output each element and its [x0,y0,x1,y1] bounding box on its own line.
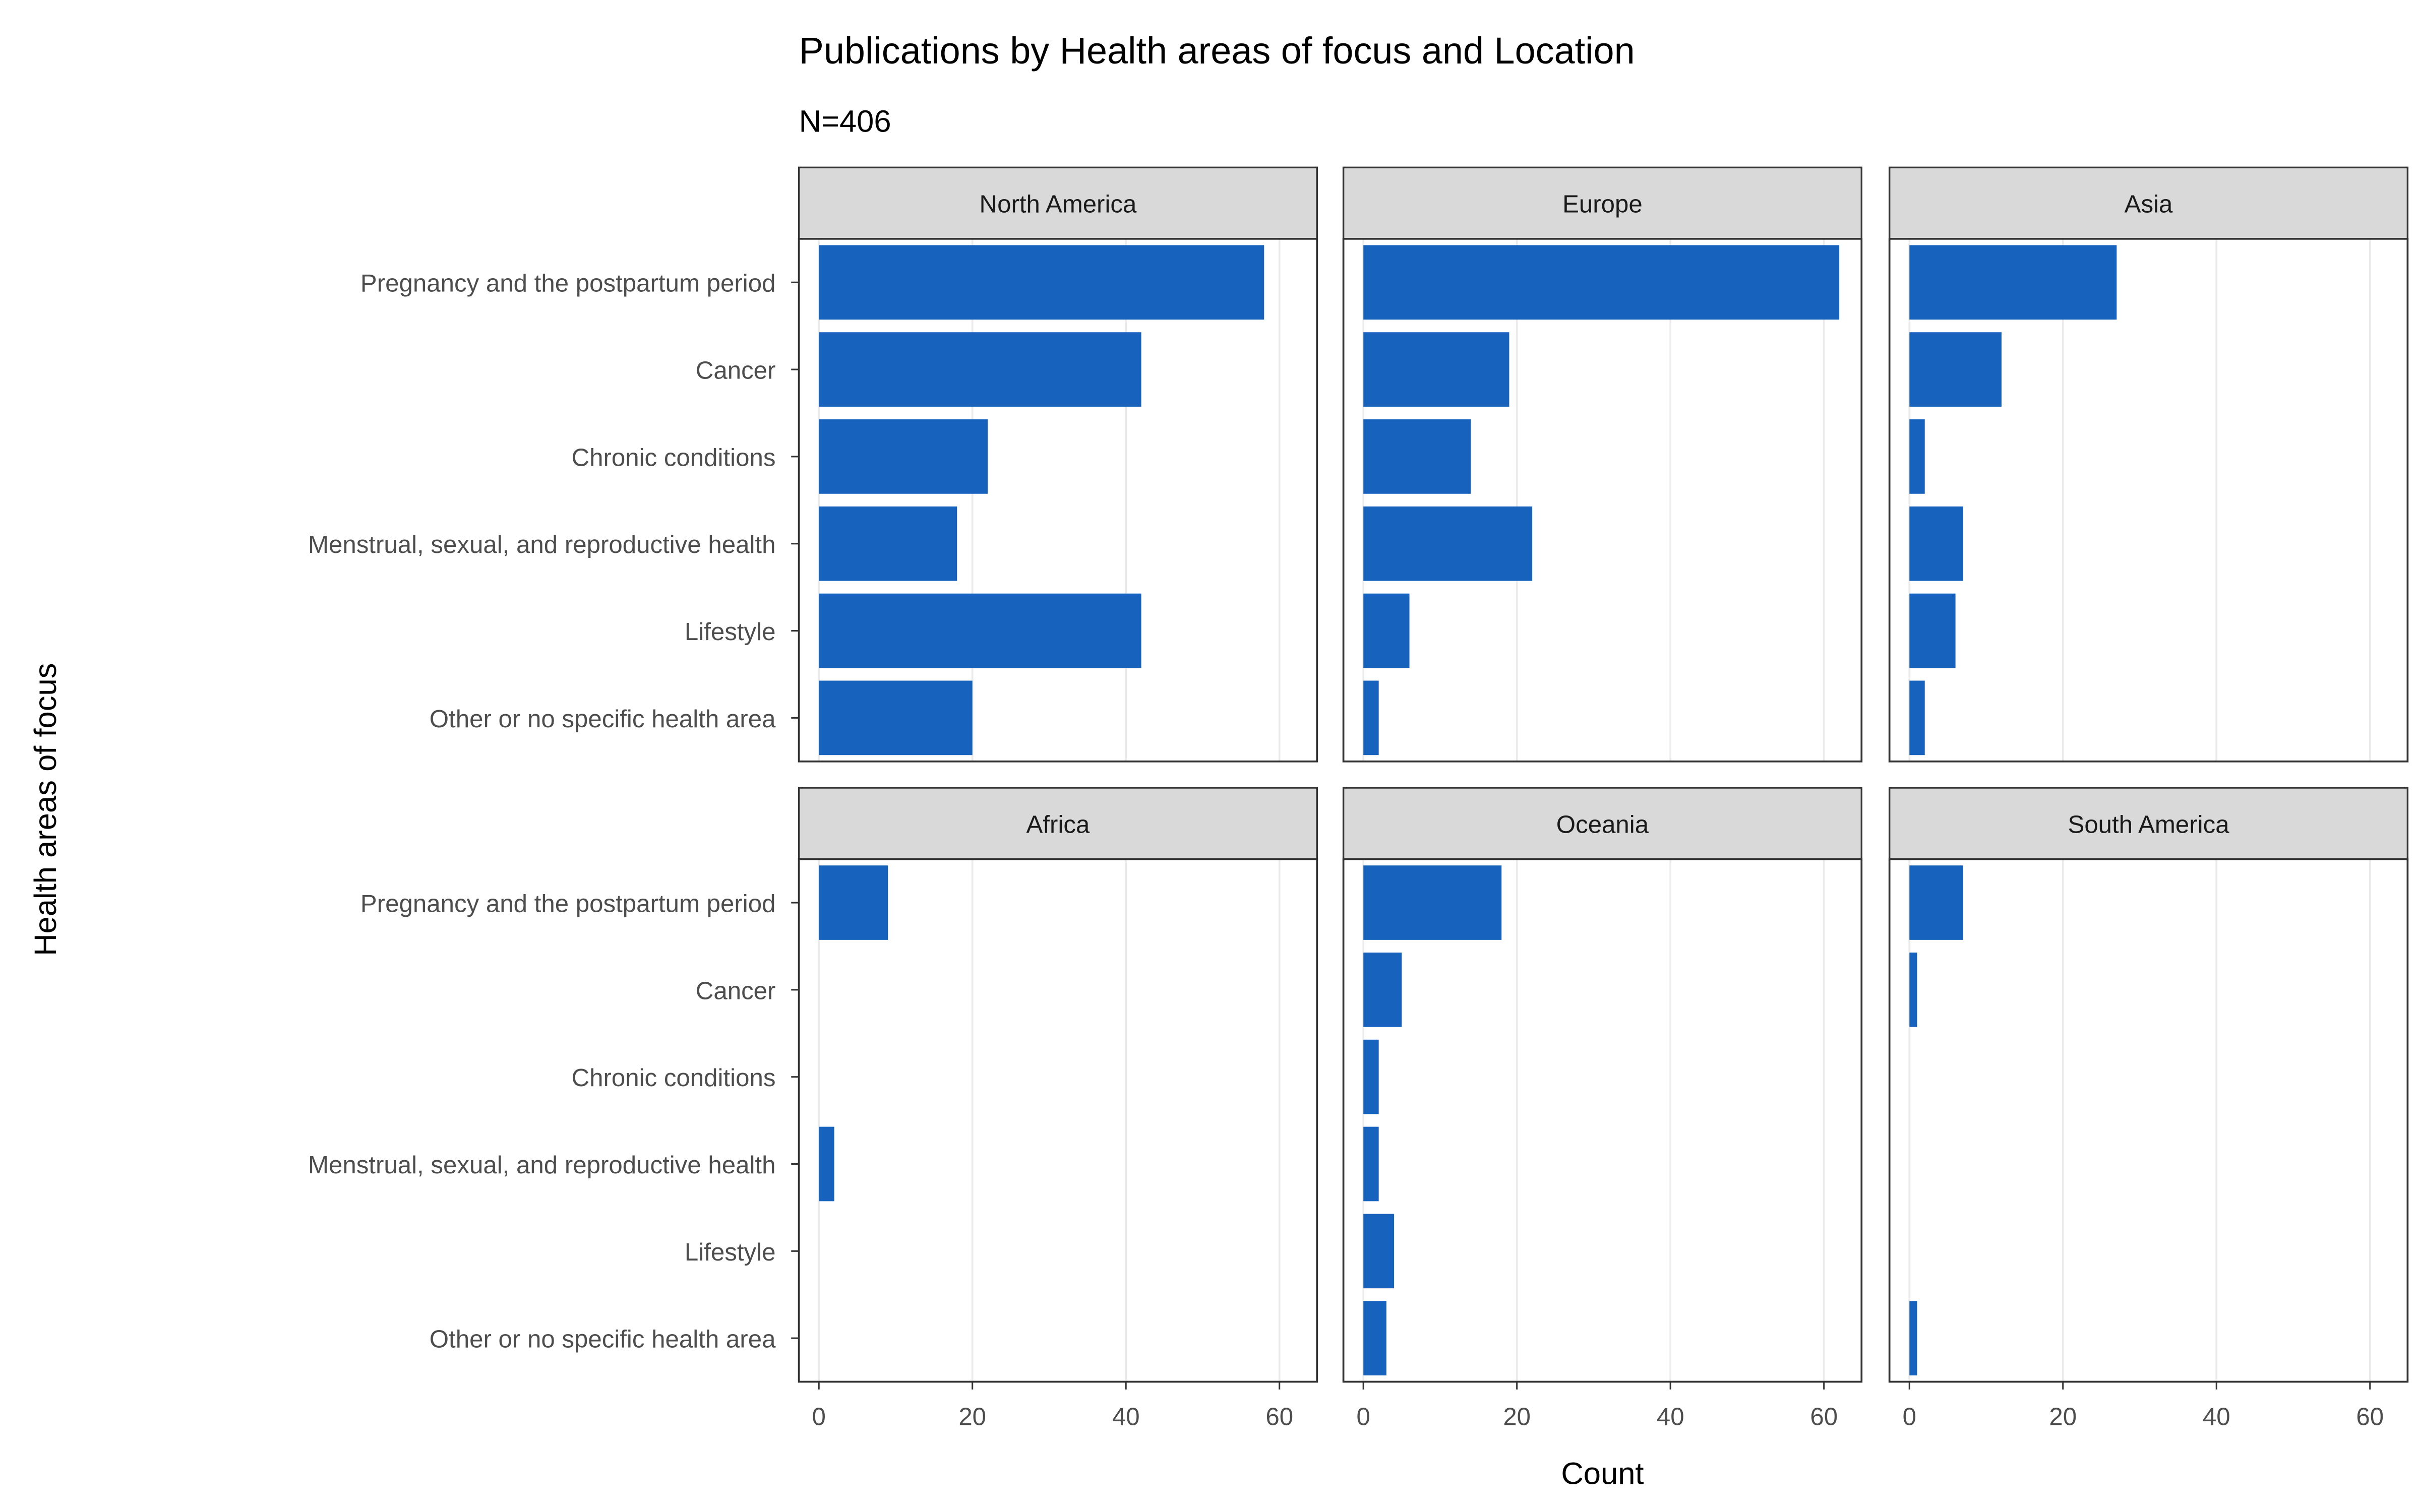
x-tick-label: 60 [2356,1403,2384,1431]
bar [819,332,1141,407]
bar [819,593,1141,668]
facet-panels: North America Pregnancy and the postpartu… [308,166,2409,1431]
facet-europe: Europe [1342,166,1863,763]
y-tick-label: Pregnancy and the postpartum period [360,890,776,917]
panel-border [1342,238,1863,763]
panel-background [1889,859,2408,1382]
bar [1363,680,1379,755]
x-tick-label: 20 [1503,1403,1531,1431]
panel-border [1342,858,1863,1383]
facet-north-america: North America Pregnancy and the postpartu… [308,166,1318,763]
bar [1909,593,1956,668]
x-tick-label: 60 [1810,1403,1838,1431]
x-tick-label: 40 [2203,1403,2230,1431]
y-tick-label: Chronic conditions [572,1064,776,1092]
x-tick-label: 0 [1903,1403,1916,1431]
bar [1363,953,1402,1027]
facet-oceania: Oceania 0 20 40 60 [1342,787,1863,1431]
facet-strip [1889,166,2409,240]
x-tick-label: 60 [1265,1403,1293,1431]
bar [1909,1301,1917,1375]
bar [1909,680,1925,755]
bar [819,245,1264,320]
bar [1363,245,1840,320]
facet-strip-label: Africa [1026,810,1090,838]
bar [1909,865,1963,940]
bar [1363,419,1471,494]
bar [1909,332,2002,407]
panel-background [1889,238,2408,762]
facet-south-america: South America 0 20 40 60 [1888,787,2409,1431]
bar [1909,419,1925,494]
y-tick-label: Cancer [696,357,776,385]
facet-strip-label: Europe [1562,191,1643,218]
bar [1363,506,1533,581]
y-tick-label: Other or no specific health area [430,1326,776,1353]
panel-background [1343,238,1862,762]
x-tick-label: 0 [812,1403,826,1431]
panel-background [799,859,1317,1382]
bar [819,506,957,581]
y-tick-label: Cancer [696,977,776,1004]
chart-title: Publications by Health areas of focus an… [799,30,1635,72]
y-tick-label: Menstrual, sexual, and reproductive heal… [308,1151,776,1179]
y-axis-title: Health areas of focus [28,663,63,956]
chart-subtitle: N=406 [799,104,891,139]
bar [819,1126,834,1202]
y-tick-label: Menstrual, sexual, and reproductive heal… [308,531,776,558]
bar [1363,1214,1395,1289]
facet-strip-label: North America [980,191,1137,218]
y-tick-label: Lifestyle [685,618,776,646]
bar [1363,593,1410,668]
facet-strip [1342,787,1862,860]
panel-border [798,238,1318,763]
y-tick-label: Lifestyle [685,1238,776,1266]
y-tick-label: Other or no specific health area [430,705,776,733]
bar [1363,1301,1386,1375]
bar [1363,1126,1379,1202]
x-tick-label: 40 [1657,1403,1684,1431]
facet-strip-label: Oceania [1556,810,1649,838]
panel-border [798,858,1318,1383]
panel-border [1888,238,2409,763]
panel-background [1343,859,1862,1382]
facet-asia: Asia [1888,166,2409,763]
facet-strip-label: South America [2068,810,2229,838]
x-tick-label: 0 [1357,1403,1370,1431]
y-tick-label: Chronic conditions [572,444,776,471]
x-tick-label: 40 [1112,1403,1140,1431]
panel-background [799,238,1317,762]
y-tick-label: Pregnancy and the postpartum period [360,270,776,297]
bar [1909,245,2117,320]
bar [1909,506,1963,581]
panel-border [1888,858,2409,1383]
facet-strip-label: Asia [2125,191,2173,218]
facet-strip [798,166,1318,240]
x-axis-title: Count [1561,1457,1644,1491]
bar [1363,1039,1379,1114]
bar [1909,953,1917,1027]
bar [1363,332,1509,407]
x-tick-label: 20 [2049,1403,2077,1431]
bar [819,680,973,755]
x-tick-label: 20 [958,1403,986,1431]
bar [819,419,988,494]
bar [819,865,888,940]
bar [1363,865,1502,940]
facet-africa: Africa Pregnancy and the postpartum perio… [308,787,1318,1431]
facet-strip [798,787,1318,860]
